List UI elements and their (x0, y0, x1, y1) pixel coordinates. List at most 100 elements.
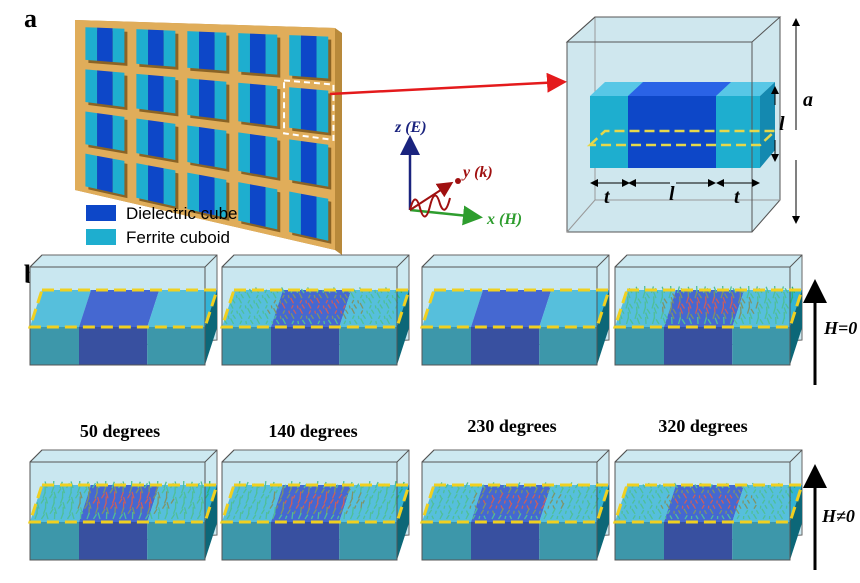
unit-cell-array (85, 112, 127, 155)
unit-cell-array (85, 69, 127, 110)
cell-part (215, 129, 227, 169)
cell-part (164, 168, 176, 206)
cell-part (266, 85, 278, 126)
field-label: H=0 (823, 318, 857, 338)
unit-cell-array (238, 132, 280, 180)
glass-front (222, 267, 397, 365)
cell-part (289, 192, 301, 235)
cell-part (113, 115, 125, 151)
dimension-label: l (779, 113, 785, 135)
cell-part (289, 35, 301, 76)
cell-part (113, 72, 125, 107)
cell-part (97, 156, 113, 193)
cell-part (199, 127, 215, 167)
axis-label: x (H) (486, 211, 522, 228)
cell-part (187, 31, 199, 68)
angle-label: 320 degrees (658, 416, 747, 436)
cell-part (164, 76, 176, 113)
cell-part (215, 81, 227, 120)
cell-part (238, 182, 250, 223)
cell-part (301, 141, 317, 185)
cell-part (97, 70, 113, 105)
panel-label: a (24, 4, 37, 33)
legend-label: Ferrite cuboid (126, 228, 230, 247)
legend-swatch (86, 229, 116, 245)
cell-part (199, 79, 215, 118)
field-label: H≠0 (821, 506, 855, 526)
cell-part (97, 113, 113, 149)
angle-label: 50 degrees (80, 421, 160, 441)
field-snapshot (422, 450, 609, 560)
cell-part (250, 184, 266, 226)
cell-part (148, 165, 164, 204)
unit-cell-array (136, 29, 178, 70)
dimension-label: l (669, 183, 675, 205)
cell-part (97, 28, 113, 62)
cell-part (164, 122, 176, 160)
glass-front (222, 462, 397, 560)
cell-part (148, 30, 164, 66)
unit-cell-array (289, 87, 331, 135)
cell-part (187, 78, 199, 116)
cell-part (317, 143, 329, 187)
field-snapshot (30, 450, 217, 560)
angle-label: 230 degrees (467, 416, 556, 436)
field-snapshot (615, 255, 802, 365)
cell-part (85, 69, 97, 103)
glass-front (30, 267, 205, 365)
legend-swatch (86, 205, 116, 221)
cell-part (289, 139, 301, 181)
unit-cell-array (187, 78, 229, 122)
cell-part (113, 159, 125, 195)
cell-part (136, 118, 148, 155)
legend-label: Dielectric cube (126, 204, 238, 223)
figure: a Dielectric cube Ferrite cuboid z (E) y… (0, 0, 860, 583)
dimension-label: a (803, 89, 813, 111)
unit-cell-array (136, 74, 178, 117)
axis-label: z (E) (394, 119, 427, 136)
cell-part (238, 83, 250, 123)
cell-part (113, 28, 125, 63)
cell-part (317, 197, 329, 241)
glass-front (615, 267, 790, 365)
cell-part (250, 34, 266, 74)
unit-cell-array (187, 31, 229, 74)
field-snapshot (222, 255, 409, 365)
cell-part (148, 120, 164, 158)
cell-part (164, 30, 176, 67)
cell-part (266, 136, 278, 178)
unit-cell-array (289, 139, 331, 189)
cell-part (250, 84, 266, 125)
cell-part (148, 75, 164, 112)
field-snapshot (222, 450, 409, 560)
axis-label: y (k) (461, 164, 493, 181)
cell-part (187, 125, 199, 164)
unit-cell-array (136, 118, 178, 162)
angle-label: 140 degrees (268, 421, 357, 441)
unit-cell-array (238, 83, 280, 129)
unit-cell-array (187, 125, 229, 171)
cell-part (136, 74, 148, 110)
cell-part (85, 112, 97, 147)
field-snapshot (615, 450, 802, 560)
unit-cell-array (85, 27, 127, 66)
cell-part (266, 34, 278, 74)
cell-part (317, 90, 329, 133)
unit-cell (567, 17, 796, 232)
cell-part (85, 154, 97, 189)
field-snapshot (422, 255, 609, 365)
cell-part (136, 163, 148, 200)
glass-front (30, 462, 205, 560)
cell-part (250, 134, 266, 176)
cell-part (301, 36, 317, 78)
glass-front (422, 267, 597, 365)
cell-part (238, 33, 250, 72)
cell-part (289, 87, 301, 129)
unit-cell-array (289, 35, 331, 81)
cell-part (215, 32, 227, 71)
cell-part (85, 27, 97, 61)
field-snapshot (30, 255, 217, 365)
cell-part (301, 194, 317, 238)
cell-part (238, 132, 250, 173)
cell-part (301, 88, 317, 131)
